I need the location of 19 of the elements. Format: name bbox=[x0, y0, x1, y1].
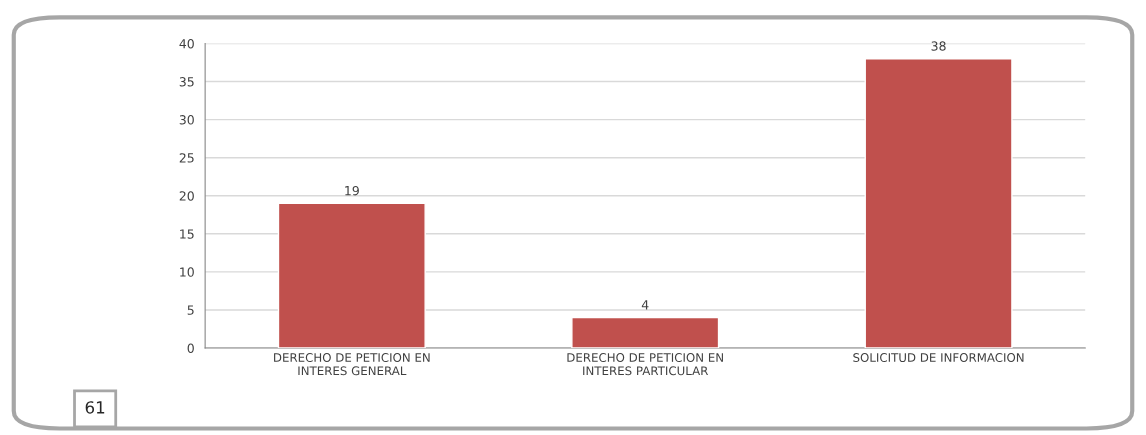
y-tick-label: 0 bbox=[187, 343, 194, 353]
y-tick-label: 40 bbox=[179, 38, 194, 49]
x-tick-label: SOLICITUD DE INFORMACION bbox=[853, 353, 1024, 362]
y-tick-label: 15 bbox=[180, 229, 194, 239]
y-tick-label: 5 bbox=[187, 305, 194, 315]
bar bbox=[277, 202, 426, 348]
y-tick-label: 35 bbox=[179, 77, 194, 87]
data-label: 19 bbox=[345, 185, 359, 196]
data-label: 38 bbox=[931, 41, 946, 51]
y-tick-label: 30 bbox=[179, 115, 194, 125]
bar bbox=[571, 316, 720, 348]
x-tick-label: DERECHO DE PETICION EN INTERES GENERAL bbox=[274, 353, 430, 376]
y-tick-label: 25 bbox=[179, 153, 194, 163]
bar bbox=[864, 58, 1013, 348]
y-tick-label: 20 bbox=[179, 191, 194, 201]
text: 61 bbox=[85, 401, 105, 414]
x-tick-label: DERECHO DE PETICION EN INTERES PARTICULAR bbox=[567, 353, 723, 376]
y-tick-label: 10 bbox=[180, 267, 194, 277]
data-label: 4 bbox=[641, 300, 649, 310]
